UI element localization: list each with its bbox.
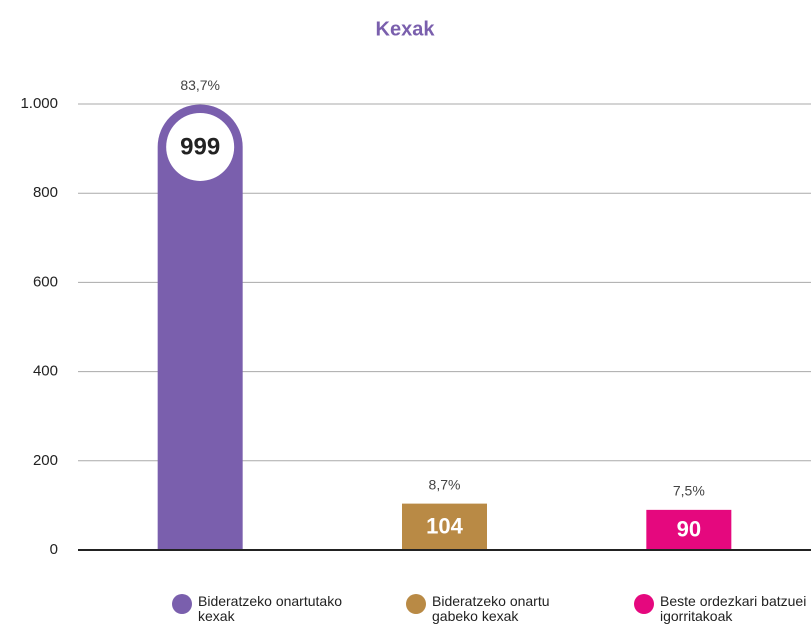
chart: Kexak 0 200 400 600 800 1.000 999 83,7% 104 8,7% 9… — [20, 18, 811, 558]
value-badge — [166, 112, 235, 181]
value-label: 104 — [426, 514, 463, 539]
bar — [646, 509, 732, 550]
y-tick-label: 600 — [33, 273, 58, 290]
percent-label: 83,7% — [180, 77, 220, 93]
legend-item: Beste ordezkari batzuei igorritakoak — [634, 594, 810, 624]
chart-title: Kexak — [376, 18, 436, 40]
legend-label: Bideratzeko onartu gabeko kexak — [432, 593, 550, 624]
legend-item: Bideratzeko onartu gabeko kexak — [406, 594, 582, 624]
bar — [402, 503, 487, 550]
legend-label: Bideratzeko onartutako kexak — [198, 593, 342, 624]
legend-item: Bideratzeko onartutako kexak — [172, 594, 348, 624]
y-tick-label: 200 — [33, 452, 58, 469]
percent-label: 8,7% — [429, 476, 461, 492]
y-tick-label: 800 — [33, 184, 58, 201]
legend-label: Beste ordezkari batzuei igorritakoak — [660, 593, 807, 624]
percent-label: 7,5% — [673, 483, 705, 499]
y-tick-label: 0 — [50, 541, 58, 558]
value-label: 999 — [180, 133, 220, 160]
bar — [157, 104, 243, 551]
y-tick-label: 1.000 — [20, 95, 58, 112]
y-tick-label: 400 — [33, 363, 58, 380]
legend-swatch — [172, 594, 192, 614]
legend-swatch — [406, 594, 426, 614]
value-label: 90 — [677, 517, 701, 542]
legend-swatch — [634, 594, 654, 614]
